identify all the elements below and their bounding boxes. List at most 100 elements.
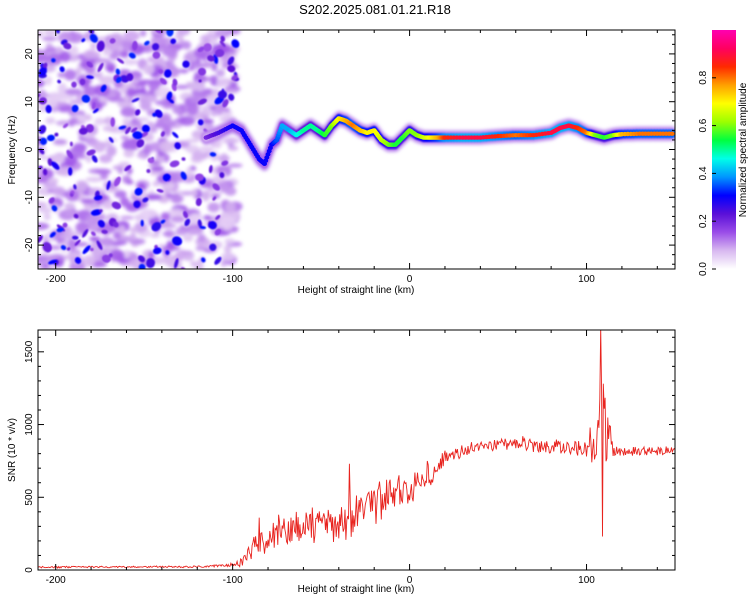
noise-speckle-layer	[38, 30, 243, 269]
noise-speckle	[129, 232, 137, 241]
noise-speckle	[45, 43, 53, 49]
y-tick-label: 0	[24, 146, 35, 152]
noise-speckle	[38, 255, 50, 263]
noise-spot	[140, 219, 144, 227]
noise-speckle	[59, 51, 71, 62]
noise-spot	[199, 225, 207, 230]
spectrogram-y-label: Frequency (Hz)	[7, 116, 18, 185]
noise-spot	[197, 219, 202, 228]
noise-spot	[63, 42, 72, 50]
noise-spot	[81, 94, 91, 103]
noise-speckle	[137, 117, 150, 122]
noise-speckle	[140, 86, 147, 95]
noise-speckle	[183, 52, 195, 62]
noise-spot	[126, 73, 134, 82]
noise-speckle	[53, 139, 67, 144]
x-tick-label: 100	[578, 575, 595, 586]
x-tick-label: -200	[46, 575, 66, 586]
track-core-layer	[203, 116, 675, 166]
noise-spot	[146, 169, 151, 173]
noise-speckle	[47, 177, 59, 184]
noise-speckle	[38, 31, 43, 38]
noise-speckle	[68, 147, 86, 157]
noise-speckle	[120, 106, 138, 118]
noise-speckle	[102, 47, 111, 56]
noise-spot	[46, 134, 55, 142]
noise-speckle	[131, 138, 138, 146]
spectrogram-y-ticks: -20 -10 0 10 20	[24, 34, 675, 265]
noise-speckle	[107, 66, 116, 73]
noise-spot	[215, 214, 221, 220]
noise-spot	[137, 255, 146, 263]
noise-speckle	[123, 149, 135, 158]
noise-spot	[214, 228, 222, 236]
noise-speckle	[159, 113, 172, 123]
noise-spot	[164, 69, 172, 78]
y-tick-label: 10	[24, 96, 35, 108]
noise-spot	[152, 112, 157, 117]
y-tick-label: 20	[24, 48, 35, 60]
noise-spot	[73, 213, 79, 219]
noise-spot	[152, 247, 162, 255]
noise-spot	[106, 180, 111, 191]
noise-speckle	[222, 137, 240, 145]
noise-speckle	[223, 244, 232, 254]
noise-speckle	[154, 100, 169, 106]
noise-spot-layer	[38, 30, 240, 269]
noise-spot	[101, 229, 108, 234]
noise-speckle	[125, 180, 134, 185]
noise-spot	[47, 158, 53, 166]
x-tick-label: 0	[407, 575, 413, 586]
noise-speckle	[41, 263, 50, 269]
track-core	[669, 131, 675, 136]
noise-spot	[214, 49, 225, 58]
noise-spot	[101, 254, 111, 263]
noise-speckle	[182, 234, 194, 242]
noise-spot	[109, 38, 116, 44]
figure-title: S202.2025.081.01.21.R18	[299, 2, 451, 17]
noise-spot	[51, 161, 60, 170]
noise-speckle	[172, 190, 184, 195]
spectrogram-x-label: Height of straight line (km)	[298, 285, 415, 296]
snr-x-label: Height of straight line (km)	[298, 584, 415, 595]
colorbar-tick-label: 0.0	[698, 262, 709, 276]
noise-spot	[180, 171, 187, 180]
noise-spot	[174, 142, 181, 150]
noise-spot	[217, 90, 228, 99]
noise-speckle	[59, 233, 76, 240]
noise-spot	[82, 228, 89, 238]
noise-spot	[51, 205, 58, 212]
noise-spot	[96, 240, 103, 250]
noise-speckle	[65, 88, 83, 96]
noise-spot	[197, 46, 205, 53]
noise-spot	[165, 250, 170, 255]
noise-speckle	[151, 126, 158, 133]
noise-speckle	[148, 250, 155, 260]
noise-speckle	[122, 118, 131, 125]
noise-spot	[118, 125, 127, 130]
noise-speckle	[180, 191, 194, 196]
noise-spot	[156, 188, 164, 193]
noise-spot	[214, 256, 222, 265]
noise-speckle	[202, 77, 219, 82]
noise-spot	[144, 40, 150, 46]
noise-spot	[181, 157, 186, 161]
snr-frame	[37, 329, 676, 571]
noise-speckle	[165, 193, 174, 198]
noise-spot	[220, 35, 226, 42]
noise-spot	[231, 39, 240, 48]
noise-spot	[57, 79, 61, 84]
noise-speckle	[160, 212, 171, 222]
noise-speckle	[83, 85, 98, 97]
noise-spot	[231, 74, 238, 81]
noise-speckle	[224, 238, 235, 245]
noise-speckle	[47, 53, 64, 62]
noise-speckle	[186, 103, 199, 116]
noise-spot	[90, 209, 102, 216]
noise-speckle	[150, 166, 165, 172]
noise-speckle	[98, 154, 113, 164]
noise-speckle	[227, 163, 243, 168]
noise-speckle	[119, 197, 130, 207]
